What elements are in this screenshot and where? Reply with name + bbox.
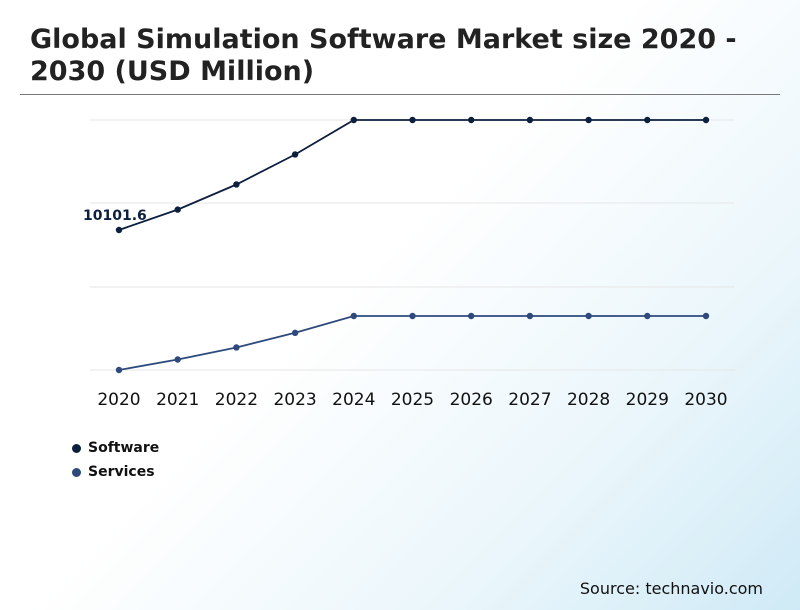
x-tick-label: 2021 bbox=[156, 390, 199, 410]
data-point[interactable] bbox=[644, 312, 651, 320]
data-point[interactable] bbox=[585, 312, 592, 320]
x-tick-label: 2025 bbox=[391, 390, 434, 410]
x-tick-label: 2030 bbox=[684, 390, 727, 410]
legend-label-services: Services bbox=[88, 464, 155, 480]
x-tick-label: 2026 bbox=[450, 390, 493, 410]
data-point[interactable] bbox=[468, 116, 475, 124]
data-point[interactable] bbox=[409, 116, 416, 124]
x-tick-label: 2022 bbox=[215, 390, 258, 410]
series-services bbox=[115, 312, 710, 374]
data-label: 10101.6 bbox=[83, 208, 147, 224]
data-point[interactable] bbox=[468, 312, 475, 320]
data-point[interactable] bbox=[702, 116, 710, 124]
legend-marker-services bbox=[72, 467, 81, 477]
data-point[interactable] bbox=[585, 116, 592, 124]
x-tick-label: 2023 bbox=[273, 390, 316, 410]
data-point[interactable] bbox=[233, 181, 240, 188]
data-point[interactable] bbox=[644, 116, 651, 124]
data-point[interactable] bbox=[115, 226, 123, 234]
x-tick-label: 2029 bbox=[626, 390, 669, 410]
data-point[interactable] bbox=[526, 312, 534, 320]
data-point[interactable] bbox=[291, 329, 299, 337]
line-chart: 10101.6 2020 2021 2022 2023 2024 2025 2026 2027… bbox=[83, 116, 735, 410]
data-point[interactable] bbox=[702, 312, 710, 320]
x-tick-label: 2028 bbox=[567, 390, 610, 410]
data-point[interactable] bbox=[115, 366, 123, 374]
x-tick-label: 2020 bbox=[97, 390, 140, 410]
data-point[interactable] bbox=[526, 116, 534, 124]
series-line-software bbox=[118, 119, 706, 231]
x-tick-label: 2024 bbox=[332, 390, 375, 410]
source-credit: Source: technavio.com bbox=[579, 579, 763, 598]
legend-label-software: Software bbox=[88, 440, 160, 456]
legend: Software Services bbox=[72, 436, 159, 484]
legend-item-services[interactable]: Services bbox=[72, 460, 159, 484]
title-divider bbox=[20, 94, 780, 95]
data-point[interactable] bbox=[233, 344, 240, 351]
data-point[interactable] bbox=[174, 356, 181, 363]
x-axis-ticks: 2020 2021 2022 2023 2024 2025 2026 2027 2028 2029… bbox=[97, 390, 727, 410]
legend-marker-software bbox=[72, 443, 81, 453]
data-point[interactable] bbox=[291, 151, 299, 158]
data-point[interactable] bbox=[174, 206, 181, 213]
legend-item-software[interactable]: Software bbox=[72, 436, 159, 460]
series-layer bbox=[115, 116, 710, 374]
data-point[interactable] bbox=[350, 116, 357, 124]
x-tick-label: 2027 bbox=[508, 390, 551, 410]
series-line-services bbox=[118, 315, 706, 371]
series-software bbox=[115, 116, 710, 234]
gridlines bbox=[90, 119, 735, 371]
data-labels: 10101.6 bbox=[83, 208, 147, 224]
data-point[interactable] bbox=[409, 312, 416, 320]
chart-title: Global Simulation Software Market size 2… bbox=[30, 24, 737, 87]
data-point[interactable] bbox=[350, 312, 357, 320]
